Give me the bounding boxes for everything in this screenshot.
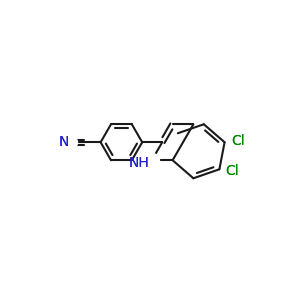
Text: Cl: Cl [226, 164, 239, 178]
Text: Cl: Cl [231, 134, 244, 148]
Text: NH: NH [129, 156, 149, 170]
Text: Cl: Cl [226, 164, 239, 178]
Text: NH: NH [129, 156, 149, 170]
Text: Cl: Cl [231, 134, 244, 148]
Text: N: N [58, 135, 69, 149]
Text: N: N [58, 135, 69, 149]
